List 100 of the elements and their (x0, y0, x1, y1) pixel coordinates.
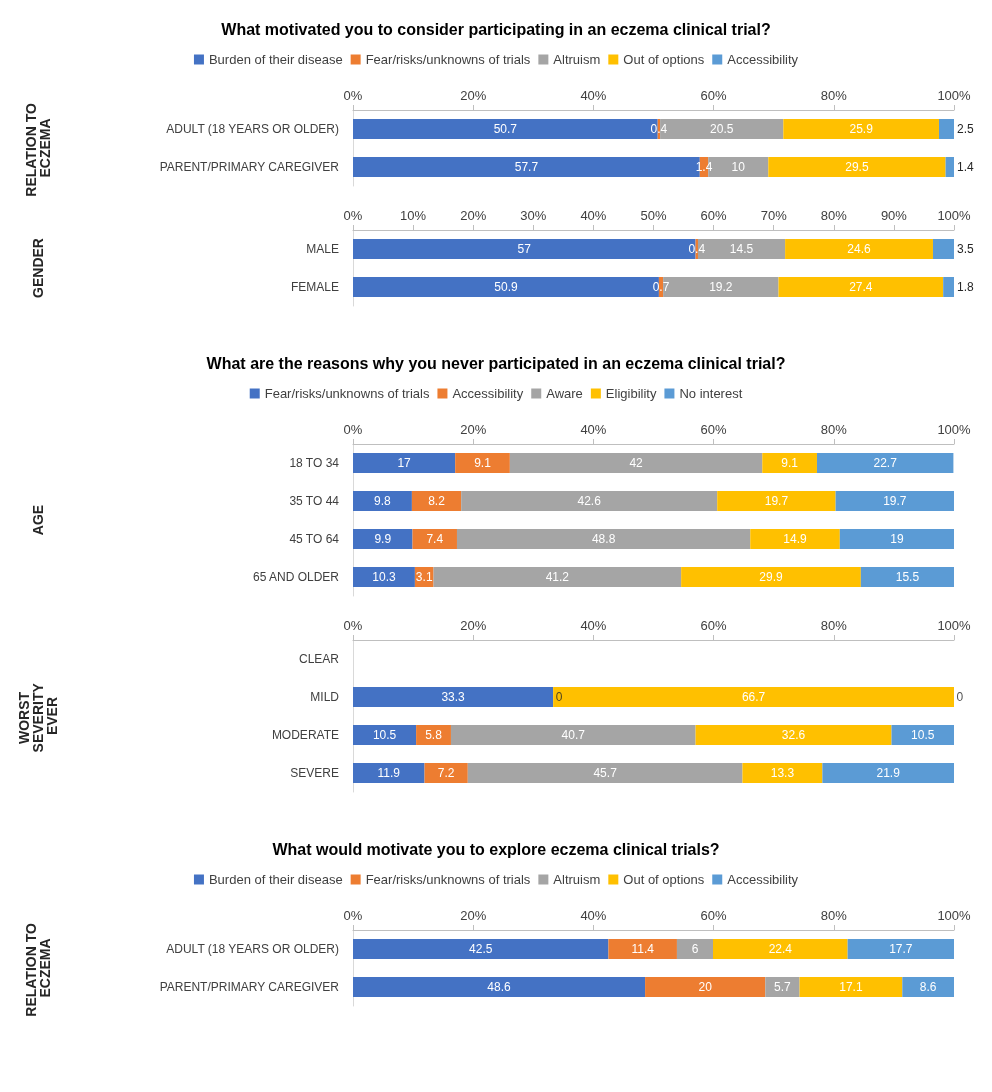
data-label: 50.7 (493, 122, 518, 136)
bar (713, 939, 848, 959)
data-label: 57 (517, 242, 532, 256)
x-tick-label: 40% (580, 908, 607, 923)
data-label: 48.6 (487, 980, 512, 994)
data-label: 17 (397, 456, 412, 470)
bar (608, 939, 677, 959)
legend-label: Altruism (553, 872, 601, 887)
y-axis-title: WORST SEVERITY EVER (16, 679, 60, 753)
data-label: 3.5 (957, 242, 975, 256)
bar (783, 119, 939, 139)
bar (353, 453, 456, 473)
data-label: 0.7 (652, 280, 670, 294)
x-tick-label: 20% (460, 422, 487, 437)
bar (945, 157, 954, 177)
y-tick-label: 45 TO 64 (289, 532, 340, 546)
data-label: 20 (698, 980, 713, 994)
data-label: 21.9 (876, 766, 901, 780)
data-label: 29.5 (845, 160, 869, 174)
x-tick-label: 0% (343, 618, 363, 633)
bar (433, 567, 682, 587)
x-tick-label: 100% (937, 618, 972, 633)
x-tick-label: 20% (460, 908, 487, 923)
x-tick-label: 60% (700, 208, 728, 223)
data-label: 8.6 (919, 980, 937, 994)
y-tick-label: PARENT/PRIMARY CAREGIVER (159, 160, 340, 174)
x-tick-label: 40% (580, 422, 607, 437)
y-tick-label: 65 AND OLDER (252, 570, 340, 584)
data-label: 1.4 (957, 160, 975, 174)
bar (509, 453, 763, 473)
x-tick-label: 90% (880, 208, 908, 223)
data-label: 40.7 (561, 728, 586, 742)
bar (353, 491, 412, 511)
data-label: 8.2 (428, 494, 446, 508)
data-label: 5.8 (425, 728, 443, 742)
bar (799, 977, 903, 997)
legend-label: Accessibility (727, 52, 799, 67)
data-label: 9.1 (474, 456, 492, 470)
legend-label: Aware (546, 386, 583, 401)
bar (353, 939, 609, 959)
y-tick-label: ADULT (18 YEARS OR OLDER) (166, 122, 339, 136)
bar (424, 763, 468, 783)
bar (835, 491, 954, 511)
data-label: 2.5 (957, 122, 975, 136)
bar (353, 567, 415, 587)
y-axis-title: RELATION TO ECZEMA (23, 99, 53, 197)
annotation: 0 (555, 690, 563, 704)
bar (681, 567, 861, 587)
bar (412, 529, 457, 549)
legend-label: No interest (679, 386, 743, 401)
x-tick-label: 40% (580, 618, 607, 633)
x-tick-label: 100% (937, 422, 972, 437)
data-label: 9.1 (781, 456, 799, 470)
data-label: 5.7 (774, 980, 792, 994)
legend-label: Fear/risks/unknowns of trials (264, 386, 430, 401)
x-tick-label: 60% (700, 618, 728, 633)
data-label: 42.6 (577, 494, 602, 508)
y-tick-label: CLEAR (298, 652, 340, 666)
x-tick-label: 30% (520, 208, 547, 223)
legend-label: Accessibility (727, 872, 799, 887)
legend-label: Eligibility (605, 386, 657, 401)
x-tick-label: 80% (820, 908, 848, 923)
data-label: 19.7 (883, 494, 907, 508)
data-label: 20.5 (710, 122, 734, 136)
data-label: 22.7 (873, 456, 898, 470)
y-tick-label: 35 TO 44 (289, 494, 340, 508)
data-label: 15.5 (895, 570, 920, 584)
x-tick-label: 100% (937, 908, 972, 923)
legend-label: Fear/risks/unknowns of trials (365, 52, 531, 67)
y-tick-label: MILD (310, 690, 340, 704)
bar (768, 157, 946, 177)
data-label: 22.4 (768, 942, 793, 956)
y-axis-title: RELATION TO ECZEMA (23, 919, 53, 1017)
x-tick-label: 100% (937, 208, 972, 223)
data-label: 9.8 (374, 494, 392, 508)
x-tick-label: 20% (460, 618, 487, 633)
x-tick-label: 80% (820, 208, 848, 223)
data-label: 48.8 (591, 532, 616, 546)
x-tick-label: 40% (580, 208, 607, 223)
data-label: 6 (691, 942, 699, 956)
data-label: 41.2 (545, 570, 570, 584)
data-label: 7.4 (426, 532, 444, 546)
bar (645, 977, 766, 997)
legend-label: Accessibility (452, 386, 524, 401)
x-tick-label: 50% (640, 208, 667, 223)
chart-title: What motivated you to consider participating in an eczema clinical trial? (221, 20, 771, 38)
data-label: 19.7 (764, 494, 789, 508)
data-label: 13.3 (770, 766, 795, 780)
y-tick-label: SEVERE (290, 766, 339, 780)
legend-label: Burden of their disease (208, 52, 343, 67)
data-label: 24.6 (847, 242, 872, 256)
data-label: 10.5 (372, 728, 397, 742)
annotation: 0 (956, 690, 964, 704)
bar (411, 491, 462, 511)
bar (902, 977, 954, 997)
data-label: 1.8 (957, 280, 975, 294)
x-tick-label: 10% (400, 208, 427, 223)
data-label: 25.9 (849, 122, 874, 136)
bar (765, 977, 800, 997)
chart-title: What would motivate you to explore eczema clinical trials? (272, 840, 720, 858)
